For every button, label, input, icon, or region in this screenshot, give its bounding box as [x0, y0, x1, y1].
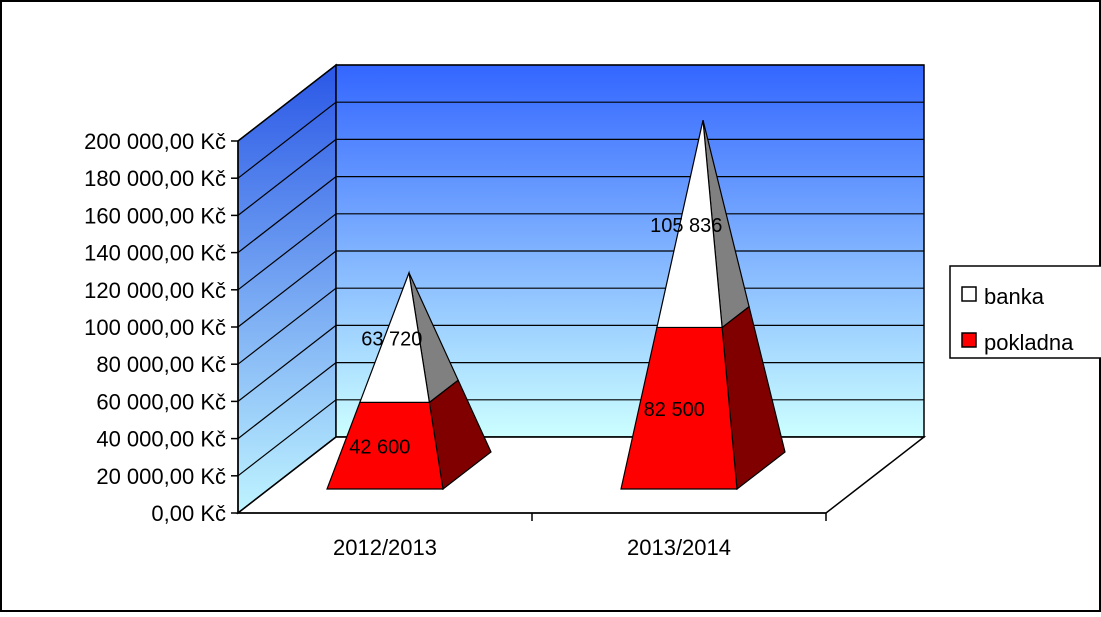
legend-swatch-banka: [961, 286, 977, 302]
pyramid-2013/2014: [620, 120, 786, 491]
y-tick-label: 0,00 Kč: [151, 501, 226, 526]
gridline-side: [237, 287, 337, 365]
data-label-banka: 105 836: [650, 215, 722, 237]
legend: banka pokladna: [949, 265, 1101, 359]
gridline-side: [237, 324, 337, 402]
y-tick-label: 200 000,00 Kč: [84, 129, 226, 154]
gridline-side: [237, 138, 337, 216]
y-tick-label: 20 000,00 Kč: [96, 464, 226, 489]
y-tick-label: 40 000,00 Kč: [96, 427, 226, 452]
y-tick-label: 160 000,00 Kč: [84, 203, 226, 228]
data-label-banka: 63 720: [361, 329, 422, 351]
legend-label-banka: banka: [984, 284, 1045, 309]
legend-label-pokladna: pokladna: [984, 330, 1074, 355]
y-tick-label: 140 000,00 Kč: [84, 241, 226, 266]
x-category-label: 2013/2014: [627, 535, 731, 560]
gridline-side: [237, 250, 337, 328]
y-tick-label: 180 000,00 Kč: [84, 166, 226, 191]
data-label-pokladna: 42 600: [349, 437, 410, 459]
gridline-side: [237, 436, 337, 514]
y-tick-label: 100 000,00 Kč: [84, 315, 226, 340]
gridline-side: [237, 399, 337, 477]
x-category-label: 2012/2013: [333, 535, 437, 560]
y-tick-label: 80 000,00 Kč: [96, 352, 226, 377]
gridline-side: [237, 362, 337, 440]
pyramid-segment-banka: [656, 120, 723, 329]
y-tick-label: 60 000,00 Kč: [96, 389, 226, 414]
pyramid-2012/2013: [326, 270, 492, 491]
legend-swatch-pokladna: [961, 332, 977, 348]
data-label-pokladna: 82 500: [644, 399, 705, 421]
gridline-side: [237, 176, 337, 254]
gridline-side: [237, 101, 337, 179]
gridline-side: [237, 64, 337, 142]
y-tick-label: 120 000,00 Kč: [84, 278, 226, 303]
pyramid-segment-banka: [358, 270, 431, 403]
gridline-side: [237, 213, 337, 291]
